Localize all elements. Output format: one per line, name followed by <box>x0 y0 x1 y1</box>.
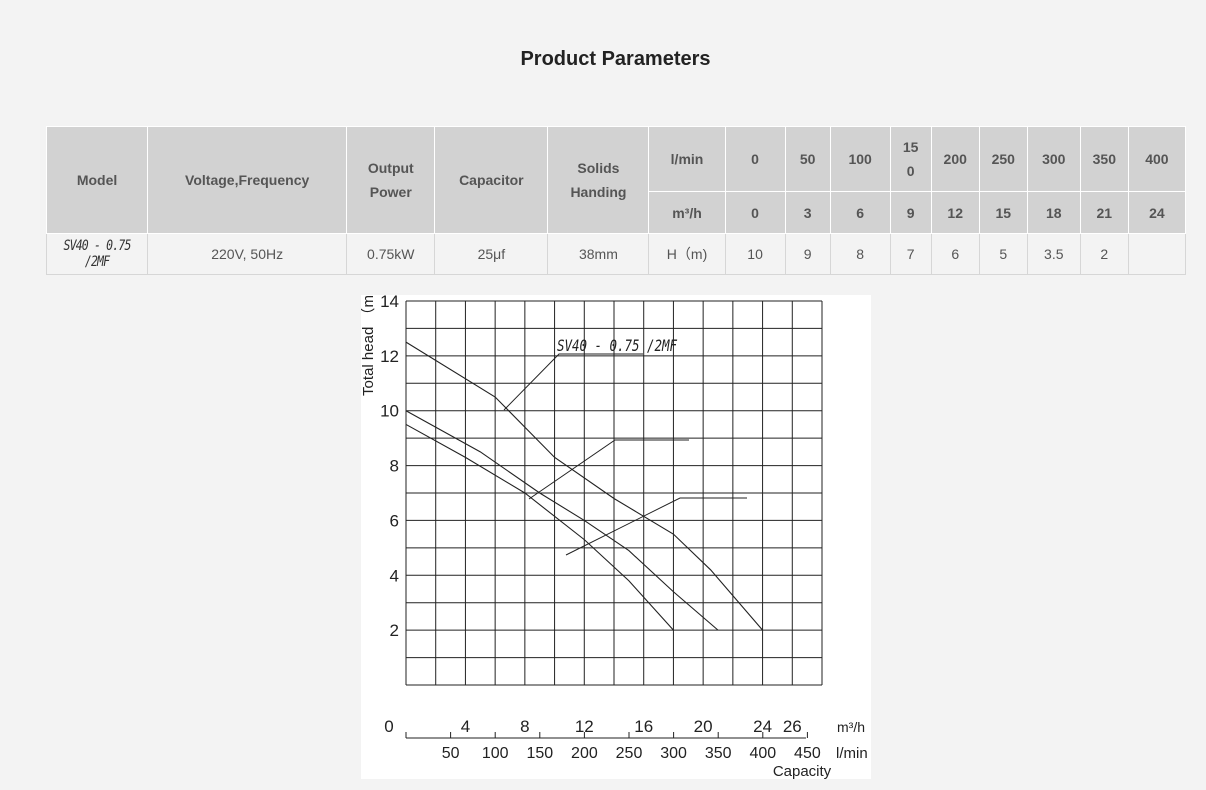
head-value: 3.5 <box>1026 233 1081 275</box>
y-tick-label: 6 <box>390 511 399 530</box>
header-voltage: Voltage,Frequency <box>147 126 348 234</box>
head-value <box>1127 233 1187 275</box>
flow-lmin-cell: 0 <box>724 126 786 192</box>
chart-leaders <box>503 353 747 556</box>
x-tick-label: 0 <box>384 717 393 736</box>
x-tick-label: 8 <box>520 717 529 736</box>
x-unit-secondary: l/min <box>836 745 868 762</box>
leader-line <box>528 439 689 500</box>
header-output-power-text: Output Power <box>367 160 414 200</box>
y-tick-label: 2 <box>390 621 399 640</box>
flow-m3h-cell: 0 <box>724 191 786 234</box>
y-tick-label: 12 <box>380 347 399 366</box>
head-value: 7 <box>889 233 932 275</box>
performance-curve <box>405 423 674 631</box>
y-tick-label: 4 <box>390 566 399 585</box>
head-value: 10 <box>724 233 786 275</box>
capacitor-value: 25μf <box>434 233 549 275</box>
x-tick-label: 4 <box>461 717 470 736</box>
model-cell: SV40 - 0.75 /2MF <box>45 233 149 275</box>
voltage-value: 220V, 50Hz <box>147 233 348 275</box>
flow-m3h-cell: 15 <box>978 191 1028 234</box>
head-value: 9 <box>784 233 831 275</box>
flow-lmin-cell: 15 0 <box>889 126 932 192</box>
head-value: 2 <box>1079 233 1129 275</box>
header-lmin: l/min <box>648 126 726 192</box>
chart-grid <box>405 300 823 686</box>
flow-m3h-cell: 24 <box>1127 191 1187 234</box>
x-tick-label: 16 <box>634 717 653 736</box>
model-value: SV40 - 0.75 /2MF <box>63 238 132 270</box>
x2-tick-label: 450 <box>794 745 821 762</box>
flow-m3h-cell: 3 <box>784 191 831 234</box>
head-label: H（m) <box>648 233 726 275</box>
x2-tick-label: 250 <box>616 745 643 762</box>
x-tick-label: 24 <box>753 717 772 736</box>
x2-tick-label: 150 <box>526 745 553 762</box>
x2-tick-label: 100 <box>482 745 509 762</box>
x-unit-primary: m³/h <box>837 719 865 735</box>
flow-lmin-cell: 250 <box>978 126 1028 192</box>
performance-chart: 2 4 6 8 10 12 14 0 4 8 12 16 20 24 26 m³/h 50 100 150 200 25… <box>360 290 871 780</box>
y-tick-label: 10 <box>380 402 399 421</box>
x-tick-label: 26 <box>783 717 802 736</box>
y-axis-label: Total head （m) <box>361 295 377 396</box>
flow-lmin-cell: 300 <box>1026 126 1081 192</box>
flow-m3h-cell: 21 <box>1079 191 1129 234</box>
flow-lmin-cell: 50 <box>784 126 831 192</box>
y-tick-label: 14 <box>380 295 399 311</box>
x2-tick-label: 50 <box>442 745 460 762</box>
chart-curves <box>405 341 763 631</box>
x2-tick-label: 400 <box>749 745 776 762</box>
flow-m3h-cell: 18 <box>1026 191 1081 234</box>
header-solids: Solids Handing <box>547 126 650 234</box>
x-axis-label: Capacity <box>773 763 832 779</box>
x2-tick-label: 200 <box>571 745 598 762</box>
flow-lmin-cell: 350 <box>1079 126 1129 192</box>
y-tick-label: 8 <box>390 457 399 476</box>
flow-lmin-cell: 100 <box>829 126 891 192</box>
header-model: Model <box>45 126 149 234</box>
head-value: 8 <box>829 233 891 275</box>
page-title: Product Parameters <box>520 48 711 70</box>
flow-m3h-cell: 9 <box>889 191 932 234</box>
flow-lmin-wrapped: 15 0 <box>902 139 919 179</box>
output-power-value: 0.75kW <box>346 233 436 275</box>
head-value: 6 <box>930 233 980 275</box>
performance-curve <box>405 341 763 631</box>
x-tick-label: 12 <box>575 717 594 736</box>
performance-curve <box>405 410 719 631</box>
solids-value: 38mm <box>547 233 650 275</box>
flow-m3h-cell: 6 <box>829 191 891 234</box>
leader-line <box>565 497 747 556</box>
header-capacitor: Capacitor <box>434 126 549 234</box>
x2-tick-label: 300 <box>660 745 687 762</box>
product-parameters-table: Model Voltage,Frequency Output Power Cap… <box>45 126 1187 275</box>
header-m3h: m³/h <box>648 191 726 234</box>
flow-lmin-cell: 200 <box>930 126 980 192</box>
head-value: 5 <box>978 233 1028 275</box>
flow-m3h-cell: 12 <box>930 191 980 234</box>
x-tick-label: 20 <box>694 717 713 736</box>
header-solids-text: Solids Handing <box>570 160 627 200</box>
leader-line <box>503 353 643 411</box>
curve-annotation: SV40 - 0.75 /2MF <box>557 338 677 356</box>
flow-lmin-cell: 400 <box>1127 126 1187 192</box>
header-output-power: Output Power <box>346 126 436 234</box>
x2-tick-label: 350 <box>705 745 732 762</box>
